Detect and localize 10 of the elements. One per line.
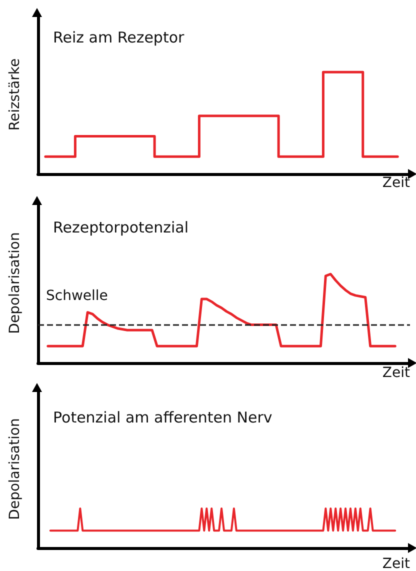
chart-title: Reiz am Rezeptor [53, 28, 186, 46]
y-axis-title: Depolarisation [7, 418, 23, 520]
ref-line-label: Schwelle [46, 288, 108, 304]
y-axis-title: Reizstärke [7, 58, 23, 131]
x-axis-title: Zeit [382, 556, 411, 571]
x-axis-title: Zeit [382, 175, 411, 191]
chart-title: Rezeptorpotenzial [53, 218, 189, 236]
y-axis-title: Depolarisation [7, 232, 23, 334]
x-axis-title: Zeit [382, 365, 411, 381]
chart-title: Potenzial am afferenten Nerv [53, 408, 272, 426]
